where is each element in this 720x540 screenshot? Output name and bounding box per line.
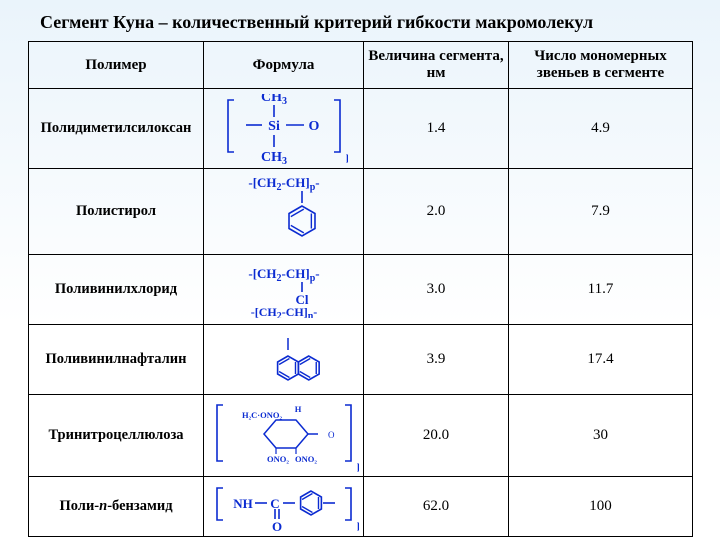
svg-text:C: C (270, 496, 279, 511)
chemical-structure-icon: NH C O p (206, 482, 361, 532)
polymer-name: Полистирол (29, 169, 204, 255)
chemical-structure-icon (206, 328, 361, 392)
table-row: Поли-n-бензамид NH C O p 62.0100 (29, 477, 693, 537)
col-units: Число мономерных звеньев в сегменте (509, 42, 693, 89)
table-row: Поливинилнафталин 3.917.4 (29, 325, 693, 395)
chemical-structure-icon: -[CH2-CH]p- (206, 173, 361, 251)
segment-size: 3.0 (364, 255, 509, 325)
polymer-name: Тринитроцеллюлоза (29, 395, 204, 477)
svg-text:p: p (346, 149, 348, 163)
chemical-structure-icon: Si CH3 CH3 O p (206, 94, 361, 164)
svg-text:p: p (357, 517, 359, 531)
formula-cell: Si CH3 CH3 O p (204, 89, 364, 169)
svg-text:H: H (294, 404, 301, 414)
table-row: Полистирол -[CH2-CH]p- 2.07.9 (29, 169, 693, 255)
polymer-name: Поли-n-бензамид (29, 477, 204, 537)
col-segment: Величина сегмента, нм (364, 42, 509, 89)
segment-size: 3.9 (364, 325, 509, 395)
polymer-name: Поливинилнафталин (29, 325, 204, 395)
segment-size: 62.0 (364, 477, 509, 537)
svg-text:O: O (328, 430, 335, 440)
table-row: Тринитроцеллюлоза O H₂C·ONO₂ ONO₂ ONO₂ H p 2… (29, 395, 693, 477)
svg-text:O: O (308, 119, 319, 134)
svg-text:ONO₂: ONO₂ (295, 454, 317, 464)
segment-size: 2.0 (364, 169, 509, 255)
polymer-name: Поливинилхлорид (29, 255, 204, 325)
svg-text:O: O (271, 519, 281, 532)
formula-cell (204, 325, 364, 395)
svg-text:-[CH2-CH]p-: -[CH2-CH]p- (248, 175, 319, 193)
formula-cell: NH C O p (204, 477, 364, 537)
svg-text:-[CH2-CH]p-: -[CH2-CH]p- (248, 266, 319, 284)
chemical-structure-icon: O H₂C·ONO₂ ONO₂ ONO₂ H p (206, 399, 361, 473)
svg-text:p: p (357, 458, 359, 472)
segment-size: 1.4 (364, 89, 509, 169)
monomer-units: 4.9 (509, 89, 693, 169)
table-row: Полидиметилсилоксан Si CH3 CH3 O p 1.44.… (29, 89, 693, 169)
formula-cell: O H₂C·ONO₂ ONO₂ ONO₂ H p (204, 395, 364, 477)
svg-text:Si: Si (268, 119, 280, 134)
formula-cell: -[CH2-CH]p- Cl -[CH2-CH]n- (204, 255, 364, 325)
svg-text:NH: NH (233, 496, 253, 511)
monomer-units: 100 (509, 477, 693, 537)
monomer-units: 11.7 (509, 255, 693, 325)
monomer-units: 17.4 (509, 325, 693, 395)
svg-text:CH3: CH3 (261, 150, 287, 164)
formula-cell: -[CH2-CH]p- (204, 169, 364, 255)
svg-text:H₂C·ONO₂: H₂C·ONO₂ (241, 410, 281, 420)
monomer-units: 30 (509, 395, 693, 477)
col-formula: Формула (204, 42, 364, 89)
svg-text:-[CH2-CH]n-: -[CH2-CH]n- (250, 305, 317, 318)
page-title: Сегмент Куна – количественный критерий г… (28, 12, 692, 33)
col-polymer: Полимер (29, 42, 204, 89)
table-row: Поливинилхлорид -[CH2-CH]p- Cl -[CH2-CH]… (29, 255, 693, 325)
polymer-name: Полидиметилсилоксан (29, 89, 204, 169)
segment-size: 20.0 (364, 395, 509, 477)
table-header-row: Полимер Формула Величина сегмента, нм Чи… (29, 42, 693, 89)
chemical-structure-icon: -[CH2-CH]p- Cl -[CH2-CH]n- (206, 262, 361, 318)
monomer-units: 7.9 (509, 169, 693, 255)
kuhn-segment-table: Полимер Формула Величина сегмента, нм Чи… (28, 41, 693, 537)
svg-text:ONO₂: ONO₂ (267, 454, 289, 464)
